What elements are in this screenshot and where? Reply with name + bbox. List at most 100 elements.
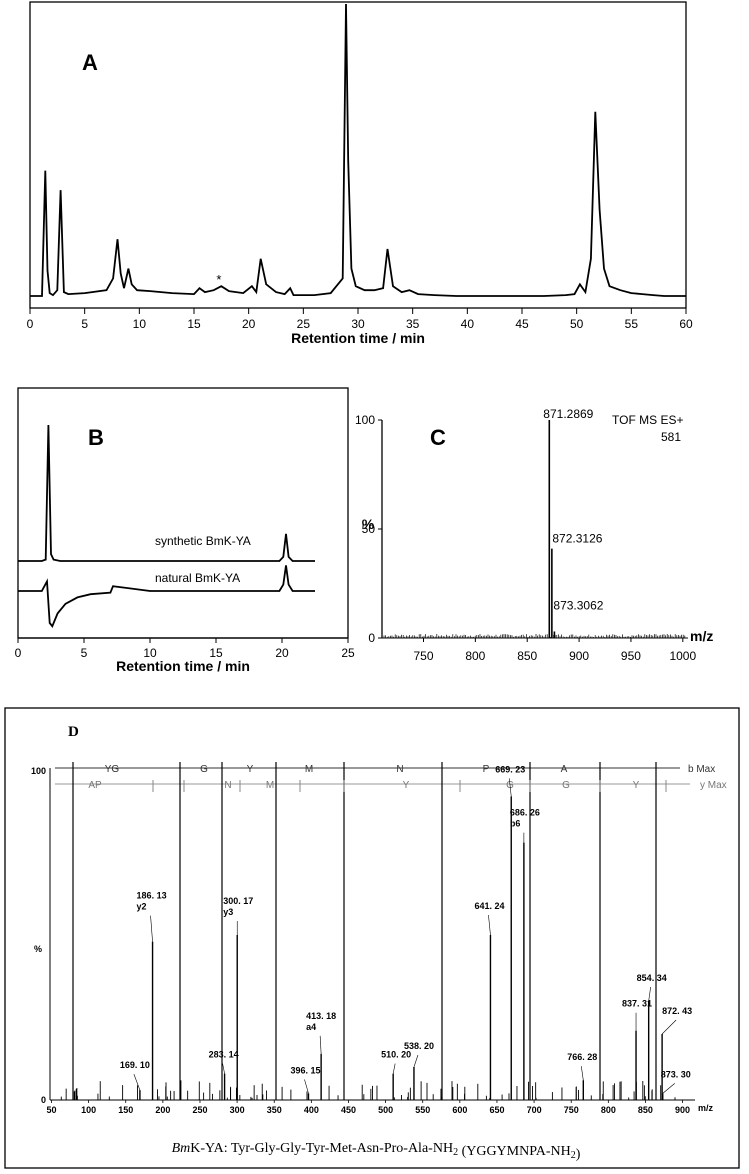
panel-c-x-axis-label: m/z: [690, 628, 713, 644]
panel-a-x-tick-label: 45: [515, 317, 529, 331]
panel-c-x-tick-label: 950: [621, 649, 641, 663]
panel-a-x-tick-label: 20: [242, 317, 256, 331]
panel-c-peak-label: 873.3062: [553, 598, 603, 612]
panel-c-peak-label: 871.2869: [543, 407, 593, 421]
panel-d-x-tick-label: 550: [415, 1105, 430, 1115]
panel-d-peak-leader: [662, 1083, 675, 1094]
panel-c-x-axis: 750 800 850 900 950 1000: [382, 637, 696, 663]
panel-c-x-tick-label: 800: [465, 649, 485, 663]
panel-d-x-tick-label: 250: [192, 1105, 207, 1115]
panel-d-y-axis-label: %: [34, 944, 42, 954]
panel-c-mode-annotation: TOF MS ES+: [612, 413, 683, 427]
panel-b-x-tick-label: 15: [209, 646, 223, 660]
panel-d-x-tick-label: 150: [118, 1105, 133, 1115]
panel-d-x-tick-label: 50: [46, 1105, 56, 1115]
panel-d-b-ladder-label: P: [483, 764, 490, 775]
panel-d-x-tick-label: 300: [230, 1105, 245, 1115]
panel-d-x-axis-label: m/z: [698, 1103, 714, 1113]
panel-b-frame: [17, 387, 349, 639]
panel-d-peak-leader: [661, 1019, 677, 1035]
panel-a-x-axis-label: Retention time / min: [291, 330, 425, 346]
panel-d-y-ladder-label: AP: [88, 780, 102, 791]
panel-c-y-tick-label: 0: [368, 631, 375, 645]
panel-d-peak-label: 766. 28: [567, 1052, 597, 1062]
panel-d-x-tick-label: 700: [527, 1105, 542, 1115]
panel-d-x-tick-label: 650: [489, 1105, 504, 1115]
panel-c-x-tick-label: 750: [413, 649, 433, 663]
panel-d-b-ladder-label: M: [305, 764, 313, 775]
panel-d-peak-leader: [648, 986, 651, 1002]
panel-a-x-axis: 0 5 10 15 20 25 30 35 40 45 50 55 60: [27, 308, 693, 331]
panel-d-peak-label: 169. 10: [120, 1060, 150, 1070]
panel-d-peak-label: 872. 43: [662, 1006, 692, 1016]
panel-d-y-ladder-label: N: [224, 780, 231, 791]
panel-d-peak-label: 283. 14: [209, 1050, 239, 1060]
panel-c-letter: C: [430, 425, 446, 450]
panel-a-x-tick-label: 30: [351, 317, 365, 331]
panel-a-x-tick-label: 5: [81, 317, 88, 331]
panel-a-frame: [29, 1, 687, 309]
panel-b-x-tick-label: 10: [143, 646, 157, 660]
panel-a: A 0 5 10 15 20 25 30 35 40 45 50 55 60 * Retention t…: [27, 1, 693, 346]
panel-d-x-tick-label: 450: [341, 1105, 356, 1115]
panel-d-peak-label: 641. 24: [474, 901, 504, 911]
panel-c-peak-label: 872.3126: [552, 532, 602, 546]
panel-d-x-tick-label: 100: [81, 1105, 96, 1115]
panel-d-y-ladder-label: Y: [633, 780, 640, 791]
panel-d-x-axis: 50 100 150 200 250 300 350 400 450 500 550 600 650 70…: [46, 1099, 695, 1115]
panel-a-x-tick-label: 10: [133, 317, 147, 331]
panel-d-peak-leader: [222, 1063, 225, 1074]
panel-c-x-tick-label: 1000: [669, 649, 696, 663]
panel-d-peak-label: b6: [510, 819, 521, 829]
panel-a-letter: A: [82, 50, 98, 75]
panel-b-letter: B: [88, 425, 104, 450]
panel-a-x-tick-label: 50: [570, 317, 584, 331]
panel-c-y-tick-label: 50: [362, 522, 376, 536]
panel-d-b-max-label: b Max: [688, 764, 715, 775]
panel-b: B synthetic BmK-YA natural BmK-YA 0 5 10 15…: [15, 387, 355, 674]
panel-c-scan-annotation: 581: [661, 430, 681, 444]
panel-d-x-tick-label: 600: [452, 1105, 467, 1115]
panel-d-peak-leader: [319, 1035, 322, 1054]
panel-d-x-tick-label: 200: [155, 1105, 170, 1115]
panel-d-x-tick-label: 500: [378, 1105, 393, 1115]
panel-a-x-tick-label: 60: [679, 317, 693, 331]
panel-a-x-tick-label: 55: [625, 317, 639, 331]
panel-a-x-tick-label: 35: [406, 317, 420, 331]
panel-d-peak-label: 854. 34: [637, 973, 667, 983]
panel-b-x-tick-label: 5: [81, 646, 88, 660]
panel-d-y-max-label: y Max: [700, 780, 727, 791]
panel-a-x-tick-label: 40: [461, 317, 475, 331]
panel-c-baseline-noise: [383, 634, 686, 638]
panel-d-peak-leader: [488, 914, 491, 936]
panel-b-x-tick-label: 25: [341, 646, 355, 660]
panel-d-peak-label: 300. 17: [223, 896, 253, 906]
panel-d-peak-label: 396. 15: [290, 1065, 320, 1075]
panel-d-peak-label: y3: [223, 907, 233, 917]
panel-b-synthetic-trace: [18, 424, 315, 562]
panel-c-y-ticks: 0 50 100: [355, 413, 382, 645]
panel-d-b-ladder-label: Y: [247, 764, 254, 775]
panel-a-trace: [30, 3, 686, 297]
panel-d-peak-label: y2: [137, 902, 147, 912]
panel-d-b-ladder-label: A: [561, 764, 568, 775]
panel-b-x-axis-label: Retention time / min: [116, 658, 250, 674]
panel-d-peak-leader: [580, 1066, 584, 1081]
panel-b-natural-label: natural BmK-YA: [155, 571, 240, 585]
panel-d-y-ladder-label: Y: [403, 780, 410, 791]
panel-c-y-axis-label: %: [362, 516, 375, 532]
panel-d-x-tick-label: 350: [267, 1105, 282, 1115]
panel-d-peak-leader: [392, 1063, 396, 1074]
panel-a-x-tick-label: 25: [297, 317, 311, 331]
panel-d-y-ladder-label: M: [266, 780, 274, 791]
panel-d-peak-label: 413. 18: [306, 1011, 336, 1021]
panel-a-asterisk-annotation: *: [216, 272, 221, 287]
panel-d-peak-label: 837. 31: [622, 999, 652, 1009]
panel-d-peak-leader: [304, 1079, 309, 1094]
panel-d-peak-label: 510. 20: [381, 1050, 411, 1060]
panel-d-x-tick-label: 750: [564, 1105, 579, 1115]
